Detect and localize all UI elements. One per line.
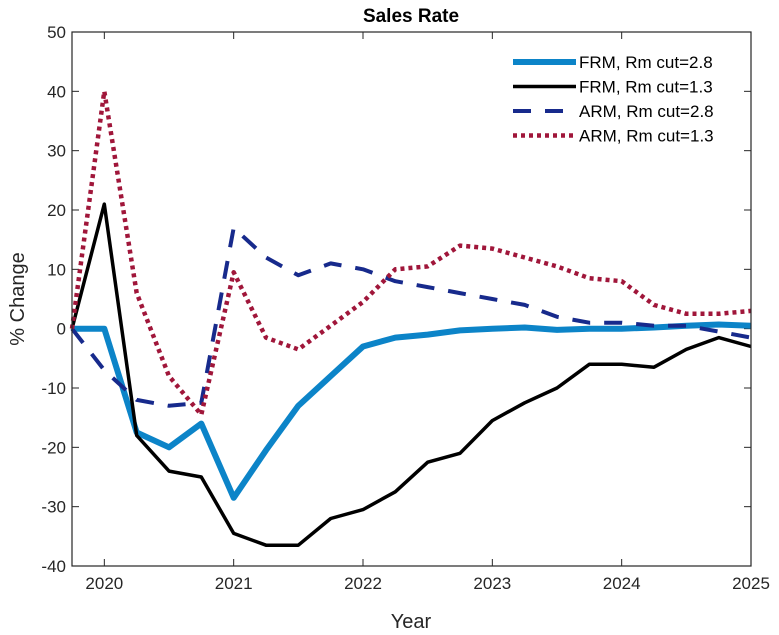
chart-title: Sales Rate — [363, 6, 459, 27]
y-tick-label: -10 — [41, 379, 66, 398]
series-line-0 — [72, 321, 752, 501]
x-tick-label: 2025 — [732, 574, 770, 593]
y-tick-label: -40 — [41, 557, 66, 576]
y-tick-label: 40 — [47, 82, 66, 101]
series-line-2 — [70, 225, 752, 408]
x-tick-label: 2024 — [603, 574, 641, 593]
legend-label: ARM, Rm cut=2.8 — [579, 102, 714, 121]
y-tick-label: 0 — [57, 320, 66, 339]
x-axis-label: Year — [391, 611, 432, 633]
x-tick-label: 2021 — [215, 574, 253, 593]
y-tick-label: -30 — [41, 498, 66, 517]
series-line-3 — [69, 89, 752, 417]
y-axis-label: % Change — [7, 252, 29, 345]
legend-label: ARM, Rm cut=1.3 — [579, 127, 714, 146]
legend: FRM, Rm cut=2.8 FRM, Rm cut=1.3 ARM, Rm cu… — [513, 53, 714, 146]
y-tick-label: -20 — [41, 438, 66, 457]
y-tick-label: 30 — [47, 142, 66, 161]
legend-label: FRM, Rm cut=2.8 — [579, 53, 713, 72]
legend-label: FRM, Rm cut=1.3 — [579, 78, 713, 97]
y-tick-label: 10 — [47, 260, 66, 279]
x-tick-label: 2020 — [85, 574, 123, 593]
x-tick-label: 2023 — [473, 574, 511, 593]
x-tick-label: 2022 — [344, 574, 382, 593]
series-line-1 — [70, 202, 752, 547]
plot-frame — [71, 31, 752, 567]
y-tick-label: 50 — [47, 23, 66, 42]
y-tick-label: 20 — [47, 201, 66, 220]
